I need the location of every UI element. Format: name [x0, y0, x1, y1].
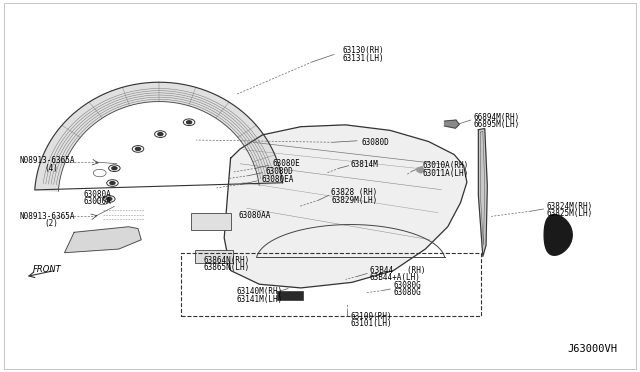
Bar	[191, 213, 230, 231]
Text: J63000VH: J63000VH	[567, 343, 617, 353]
Text: 63140M(RH): 63140M(RH)	[237, 287, 284, 296]
Polygon shape	[35, 82, 283, 191]
Text: 63010A(RH): 63010A(RH)	[422, 161, 468, 170]
Text: 63080AA: 63080AA	[238, 211, 271, 220]
Text: 66895M(LH): 66895M(LH)	[473, 121, 520, 129]
Text: 63130(RH): 63130(RH)	[342, 46, 384, 55]
Polygon shape	[65, 227, 141, 253]
Circle shape	[136, 147, 141, 150]
Circle shape	[158, 133, 163, 136]
Text: 63080G: 63080G	[394, 288, 421, 297]
Circle shape	[112, 167, 117, 170]
Text: 63080EA: 63080EA	[261, 175, 294, 184]
Text: 63131(LH): 63131(LH)	[342, 54, 384, 62]
Text: 63080G: 63080G	[394, 281, 421, 290]
Text: 63080D: 63080D	[266, 167, 294, 176]
Text: 63000A: 63000A	[84, 197, 111, 206]
Text: 63814M: 63814M	[351, 160, 378, 169]
Text: 63B44+A(LH): 63B44+A(LH)	[370, 273, 420, 282]
Polygon shape	[445, 120, 460, 128]
Text: 63865N(LH): 63865N(LH)	[204, 263, 250, 272]
Text: 63080A: 63080A	[84, 190, 111, 199]
Circle shape	[110, 182, 115, 185]
Text: (2): (2)	[44, 219, 58, 228]
Text: 63864N(RH): 63864N(RH)	[204, 256, 250, 264]
Text: 66894M(RH): 66894M(RH)	[473, 113, 520, 122]
Text: FRONT: FRONT	[32, 265, 61, 274]
Text: 63829M(LH): 63829M(LH)	[332, 196, 378, 205]
Text: 63824M(RH): 63824M(RH)	[547, 202, 593, 211]
Bar	[180, 253, 481, 317]
Text: 63101(LH): 63101(LH)	[351, 320, 392, 328]
Text: 63011A(LH): 63011A(LH)	[422, 169, 468, 177]
Text: (4): (4)	[44, 164, 58, 173]
Text: 63828 (RH): 63828 (RH)	[332, 188, 378, 197]
Circle shape	[107, 198, 112, 201]
Text: 63825M(LH): 63825M(LH)	[547, 209, 593, 218]
Text: 63B44   (RH): 63B44 (RH)	[370, 266, 426, 275]
Polygon shape	[478, 129, 487, 256]
Text: N08913-6365A: N08913-6365A	[20, 212, 76, 221]
Text: 63141M(LH): 63141M(LH)	[237, 295, 284, 304]
Text: N08913-6365A: N08913-6365A	[20, 156, 76, 165]
Circle shape	[186, 121, 191, 124]
Bar	[195, 250, 232, 263]
Text: 63100(RH): 63100(RH)	[351, 312, 392, 321]
Text: 63080D: 63080D	[362, 138, 389, 147]
Text: 63080E: 63080E	[272, 159, 300, 168]
Polygon shape	[224, 125, 467, 288]
Bar	[276, 291, 303, 300]
Polygon shape	[544, 215, 572, 255]
Polygon shape	[417, 167, 424, 173]
